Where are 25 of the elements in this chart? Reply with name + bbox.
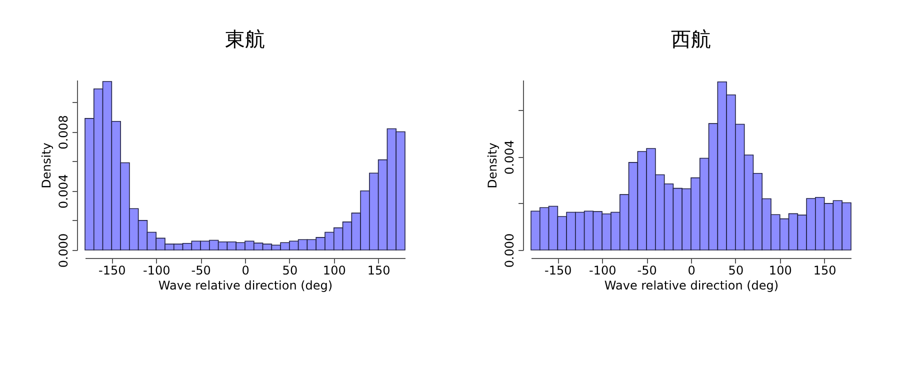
x-tick-label: 100 [768, 264, 792, 278]
y-tick-label: 0.004 [56, 174, 70, 209]
chart-title: 東航 [225, 27, 265, 51]
y-tick-label: 0.008 [56, 115, 70, 150]
x-axis-title: Wave relative direction (deg) [158, 278, 333, 292]
y-tick-label: 0.004 [502, 140, 516, 175]
x-tick-label: -150 [98, 264, 126, 278]
x-tick-label: 150 [367, 264, 390, 278]
x-tick-label: 150 [813, 264, 836, 278]
x-tick-label: -50 [191, 264, 211, 278]
x-tick-label: 50 [728, 264, 744, 278]
chart-title: 西航 [671, 27, 711, 51]
x-tick-label: 50 [282, 264, 298, 278]
x-tick-label: 100 [322, 264, 346, 278]
x-tick-label: -50 [637, 264, 657, 278]
y-axis-title: Density [40, 142, 54, 188]
y-axis-title: Density [486, 142, 500, 188]
y-tick-label: 0.000 [502, 233, 516, 268]
x-tick-label: -150 [544, 264, 572, 278]
y-tick-label: 0.000 [56, 233, 70, 268]
x-axis-title: Wave relative direction (deg) [604, 278, 779, 292]
x-tick-label: -100 [588, 264, 616, 278]
x-tick-label: 0 [688, 264, 696, 278]
x-tick-label: -100 [142, 264, 170, 278]
x-tick-label: 0 [242, 264, 250, 278]
